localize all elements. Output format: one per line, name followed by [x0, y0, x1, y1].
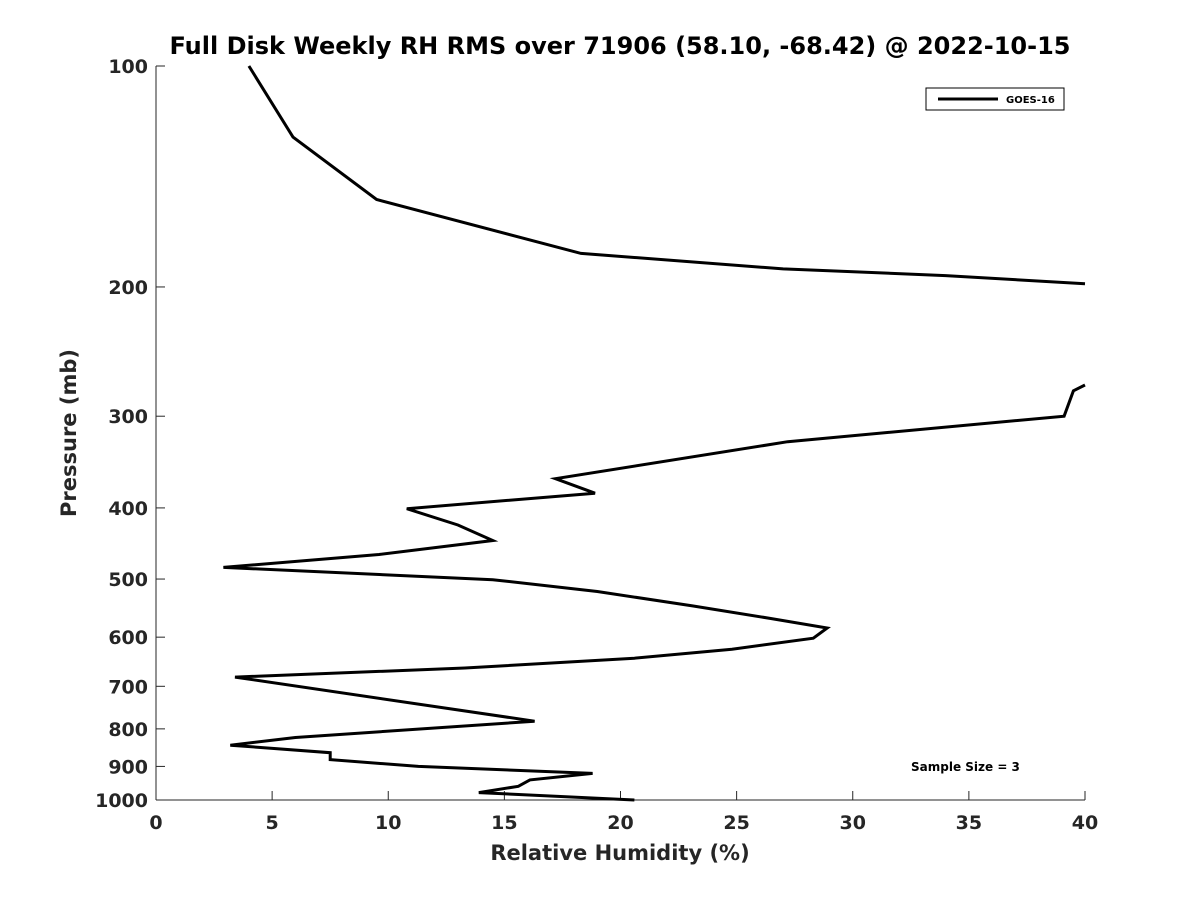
x-tick-label: 35 [956, 812, 982, 834]
legend-label-goes-16: GOES-16 [1006, 95, 1055, 106]
x-tick-label: 10 [375, 812, 401, 834]
x-axis-label: Relative Humidity (%) [490, 841, 749, 865]
x-tick-label: 25 [723, 812, 749, 834]
series-line-goes-16-segment-1 [247, 65, 1086, 286]
x-tick-label: 20 [607, 812, 633, 834]
plot-area [223, 65, 1086, 802]
x-tick-label: 30 [840, 812, 866, 834]
y-ticks-group: 100 200 300 400 500 600 700 800 900 1000 [95, 56, 165, 812]
y-tick-label: 800 [108, 719, 148, 741]
y-tick-label: 600 [108, 627, 148, 649]
y-tick-label: 500 [108, 569, 148, 591]
y-tick-label: 100 [108, 56, 148, 78]
y-tick-label: 700 [108, 676, 148, 698]
x-ticks-group: 0 5 10 15 20 25 30 35 40 [149, 791, 1098, 834]
x-tick-label: 0 [149, 812, 162, 834]
x-tick-label: 40 [1072, 812, 1098, 834]
y-axis-label: Pressure (mb) [57, 349, 81, 517]
y-tick-label: 900 [108, 756, 148, 778]
x-tick-label: 5 [266, 812, 279, 834]
sample-size-annotation: Sample Size = 3 [911, 760, 1020, 774]
y-tick-label: 400 [108, 498, 148, 520]
chart-title: Full Disk Weekly RH RMS over 71906 (58.1… [169, 32, 1070, 60]
series-line-goes-16-segment-2 [223, 383, 1086, 802]
x-tick-label: 15 [491, 812, 517, 834]
y-tick-label: 300 [108, 406, 148, 428]
legend: GOES-16 [925, 87, 1065, 111]
y-tick-label: 200 [108, 277, 148, 299]
y-tick-label: 1000 [95, 790, 148, 812]
